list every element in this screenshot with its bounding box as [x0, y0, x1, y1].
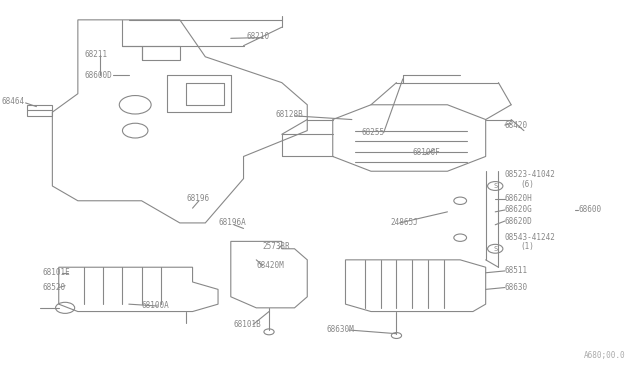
Text: S: S: [493, 246, 497, 252]
Bar: [141, 46, 180, 61]
Text: 68600: 68600: [578, 205, 601, 215]
Text: 08523-41042: 08523-41042: [505, 170, 556, 179]
Text: A680;00.0: A680;00.0: [584, 350, 626, 359]
Text: 68100F: 68100F: [412, 148, 440, 157]
Text: 68520: 68520: [43, 283, 66, 292]
Text: 68196A: 68196A: [218, 218, 246, 227]
Text: 68255: 68255: [362, 128, 385, 137]
Text: 24865J: 24865J: [390, 218, 418, 227]
Text: 68420: 68420: [505, 121, 528, 129]
Text: 68100A: 68100A: [141, 301, 170, 311]
Text: (6): (6): [521, 180, 534, 189]
Text: 68420M: 68420M: [256, 261, 284, 270]
Text: 68630M: 68630M: [326, 326, 354, 334]
Text: 68101B: 68101B: [234, 320, 262, 329]
Text: 68464: 68464: [1, 97, 24, 106]
Text: 08543-41242: 08543-41242: [505, 233, 556, 242]
Text: 68600D: 68600D: [84, 71, 112, 80]
Text: 68511: 68511: [505, 266, 528, 275]
Text: S: S: [493, 183, 497, 189]
Text: 68620D: 68620D: [505, 217, 532, 225]
Text: 68630: 68630: [505, 283, 528, 292]
Text: 68128B: 68128B: [275, 109, 303, 119]
Text: 68210: 68210: [246, 32, 270, 41]
Text: (1): (1): [521, 243, 534, 251]
Text: 68620G: 68620G: [505, 205, 532, 215]
Bar: [27, 105, 52, 116]
Text: 68211: 68211: [84, 51, 108, 60]
Text: 68196: 68196: [186, 195, 209, 203]
Text: 68101E: 68101E: [43, 268, 70, 277]
Text: 25733R: 25733R: [262, 243, 291, 251]
Text: 68620H: 68620H: [505, 195, 532, 203]
